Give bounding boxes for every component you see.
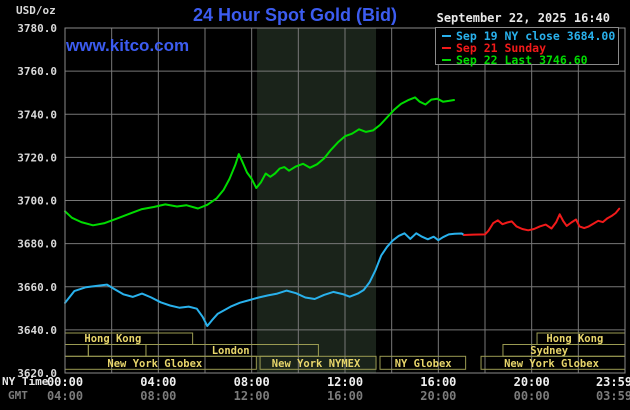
cyan-dash-icon [442, 34, 451, 37]
page-title: 24 Hour Spot Gold (Bid) [193, 5, 397, 25]
green-dash-icon [442, 58, 451, 61]
kitco-watermark-link[interactable]: www.kitco.com [66, 36, 190, 55]
y-axis-tick-label: 3620.0 [17, 367, 57, 380]
y-axis-tick-label: 3700.0 [17, 195, 57, 208]
x-axis-gmt-tick-label: 16:00 [327, 389, 363, 403]
market-session-box [259, 355, 377, 370]
legend-label: Sep 19 NY close 3684.00 [456, 29, 616, 43]
x-axis-nytime-tick-label: 23:59 [596, 375, 630, 389]
red-dash-icon [442, 46, 451, 49]
gmt-axis-label: GMT [8, 389, 28, 402]
x-axis-nytime-tick-label: 04:00 [140, 375, 176, 389]
y-axis-tick-label: 3680.0 [17, 238, 57, 251]
legend: Sep 19 NY close 3684.00 Sep 21 Sunday Se… [435, 27, 619, 67]
x-axis-gmt-tick-label: 12:00 [234, 389, 270, 403]
market-session-label: New York Globex [107, 358, 203, 370]
chart-timestamp: September 22, 2025 16:40 [436, 11, 610, 25]
market-session-label: London [212, 345, 250, 357]
x-axis-gmt-tick-label: 03:59 [596, 389, 630, 403]
y-axis-tick-label: 3740.0 [17, 108, 57, 121]
legend-label: Sep 22 Last 3746.60 [456, 53, 588, 67]
market-session-label: Sydney [530, 345, 569, 357]
price-line-sep21 [463, 207, 621, 236]
market-session-label: NY Globex [395, 358, 453, 370]
market-session-box [87, 344, 147, 357]
x-axis-nytime-tick-label: 12:00 [327, 375, 363, 389]
x-axis-nytime-tick-label: 08:00 [234, 375, 270, 389]
legend-item-sep21: Sep 21 Sunday [440, 41, 618, 55]
plot-border [64, 27, 626, 374]
y-axis-tick-label: 3720.0 [17, 151, 57, 164]
ny-time-axis-label: NY Time [2, 375, 49, 388]
legend-label: Sep 21 Sunday [456, 41, 547, 55]
x-axis-gmt-tick-label: 20:00 [420, 389, 456, 403]
legend-item-sep22: Sep 22 Last 3746.60 [440, 53, 618, 67]
x-axis-nytime-tick-label: 20:00 [514, 375, 550, 389]
x-axis-gmt-tick-label: 08:00 [140, 389, 176, 403]
legend-item-sep19: Sep 19 NY close 3684.00 [440, 29, 618, 43]
market-session-label: New York NYMEX [272, 358, 361, 370]
price-line-sep22 [64, 96, 455, 227]
y-axis-tick-label: 3760.0 [17, 65, 57, 78]
x-axis-nytime-tick-label: 00:00 [47, 375, 83, 389]
market-session-label: Hong Kong [546, 333, 603, 345]
x-axis-gmt-tick-label: 04:00 [47, 389, 83, 403]
y-axis-tick-label: 3660.0 [17, 281, 57, 294]
y-axis-tick-label: 3640.0 [17, 324, 57, 337]
y-axis-unit-label: USD/oz [16, 4, 56, 17]
y-axis-tick-label: 3780.0 [17, 22, 57, 35]
x-axis-nytime-tick-label: 16:00 [420, 375, 456, 389]
market-session-box [64, 344, 89, 357]
price-line-sep19 [64, 232, 465, 327]
market-session-label: New York Globex [504, 358, 600, 370]
market-session-box [379, 355, 467, 370]
x-axis-gmt-tick-label: 00:00 [514, 389, 550, 403]
market-session-label: Hong Kong [84, 333, 141, 345]
